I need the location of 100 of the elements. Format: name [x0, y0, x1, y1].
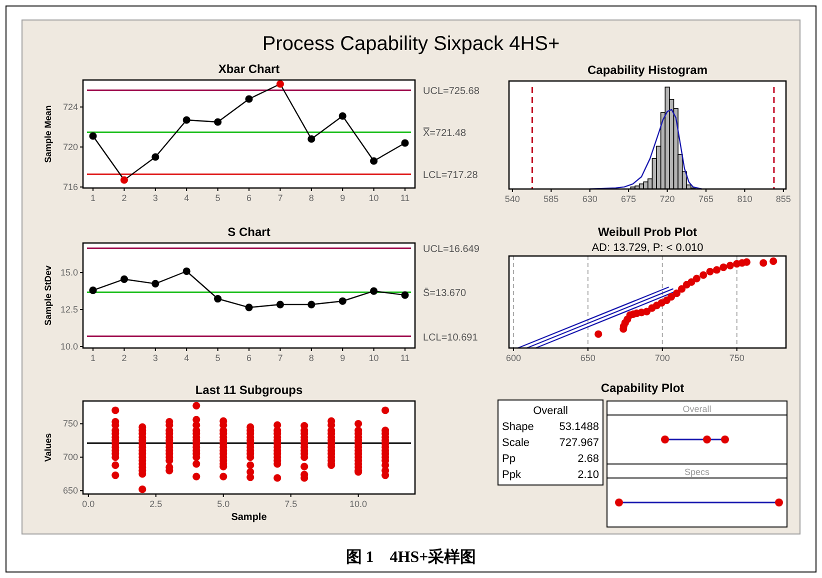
chart-title: Weibull Prob Plot	[598, 225, 698, 239]
x-tick-label: 1	[90, 353, 96, 363]
x-tick-label: 765	[698, 194, 714, 204]
x-tick-label: 10	[368, 353, 379, 363]
x-tick-label: 4	[184, 353, 190, 363]
x-tick-label: 11	[400, 353, 410, 363]
y-axis-title: Sample Mean	[43, 105, 53, 163]
point	[89, 286, 97, 294]
x-tick-label: 6	[246, 193, 252, 203]
ref-line-label: X̿=721.48	[423, 127, 467, 140]
y-tick-label: 700	[62, 452, 78, 462]
ref-line-label: UCL=16.649	[423, 244, 480, 256]
point	[706, 268, 714, 276]
y-tick-label: 15.0	[60, 268, 78, 278]
point	[276, 300, 284, 308]
x-tick-label: 720	[660, 194, 675, 204]
point	[594, 330, 602, 338]
point	[245, 304, 253, 312]
text: Shape	[502, 421, 534, 433]
x-tick-label: 650	[580, 353, 596, 363]
point	[152, 153, 160, 161]
point	[89, 132, 97, 140]
point	[401, 291, 409, 299]
ref-line-label: UCL=725.68	[423, 86, 480, 98]
x-tick-label: 810	[737, 194, 752, 204]
chart-title: S Chart	[228, 225, 270, 239]
x-tick-label: 7	[278, 353, 283, 363]
point	[712, 266, 721, 274]
ref-line-label: LCL=10.691	[423, 332, 478, 344]
point	[760, 259, 768, 267]
point	[770, 257, 778, 266]
y-axis-title: Values	[43, 433, 53, 462]
point	[370, 287, 378, 295]
chart-title: Last 11 Subgroups	[195, 383, 303, 397]
text: 2.10	[578, 469, 599, 481]
point	[182, 267, 190, 276]
x-tick-label: 8	[308, 193, 314, 203]
y-tick-label: 10.0	[60, 342, 78, 352]
x-tick-label: 3	[152, 353, 158, 363]
x-tick-label: 11	[400, 193, 410, 203]
y-tick-label: 724	[62, 102, 78, 112]
point	[120, 176, 128, 184]
text: 53.1488	[559, 421, 599, 433]
text: 2.68	[578, 453, 599, 465]
point	[642, 308, 651, 316]
caption: 图 1 4HS+采样图	[346, 548, 476, 566]
x-tick-label: 585	[544, 194, 559, 204]
point	[276, 80, 284, 88]
x-tick-label: 4	[184, 193, 190, 203]
y-tick-label: 750	[62, 418, 78, 429]
x-tick-label: 3	[152, 193, 158, 203]
x-tick-label: 5	[215, 193, 220, 203]
x-tick-label: 630	[582, 194, 598, 204]
point	[678, 285, 686, 293]
x-tick-label: 5.0	[217, 499, 230, 509]
y-axis-title: Sample StDev	[43, 265, 53, 326]
point	[401, 139, 409, 147]
point	[214, 294, 222, 303]
point	[700, 271, 708, 279]
x-tick-label: 2	[122, 193, 127, 203]
x-tick-label: 7.5	[284, 499, 298, 509]
chart-title: Capability Histogram	[587, 63, 708, 77]
text: Process Capability Sixpack 4HS+	[262, 33, 560, 55]
point	[668, 292, 676, 301]
x-axis-title: Sample	[231, 512, 268, 523]
x-tick-label: 10	[368, 193, 379, 203]
point	[672, 290, 680, 298]
text: Scale	[502, 437, 530, 449]
x-tick-label: 2	[122, 353, 127, 363]
text: Ppk	[502, 469, 522, 481]
x-tick-label: 10.0	[350, 499, 368, 509]
text: Overall	[682, 404, 712, 414]
x-tick-label: 6	[246, 353, 252, 363]
point	[120, 275, 128, 284]
point	[308, 135, 316, 143]
x-tick-label: 855	[776, 194, 791, 204]
x-tick-label: 600	[506, 353, 521, 363]
y-tick-label: 650	[62, 486, 78, 496]
point	[182, 116, 190, 124]
text: Capability Plot	[600, 381, 684, 395]
point	[308, 300, 316, 308]
point	[742, 258, 750, 266]
point	[338, 112, 346, 120]
x-tick-label: 7	[278, 193, 283, 203]
chart-title: Xbar Chart	[218, 62, 280, 76]
x-tick-label: 5	[215, 353, 220, 363]
x-tick-label: 2.5	[150, 499, 162, 509]
text: 727.967	[559, 437, 599, 449]
x-tick-label: 700	[654, 353, 670, 363]
point	[692, 274, 700, 282]
text: Specs	[684, 467, 710, 477]
x-tick-label: 9	[340, 353, 346, 363]
x-tick-label: 1	[90, 193, 96, 203]
ref-line-label: LCL=717.28	[423, 170, 478, 182]
point	[338, 297, 346, 305]
x-tick-label: 8	[308, 353, 314, 363]
x-tick-label: 0.0	[82, 499, 95, 509]
x-tick-label: 540	[504, 194, 520, 204]
text: Overall	[533, 405, 568, 417]
point	[214, 118, 222, 126]
